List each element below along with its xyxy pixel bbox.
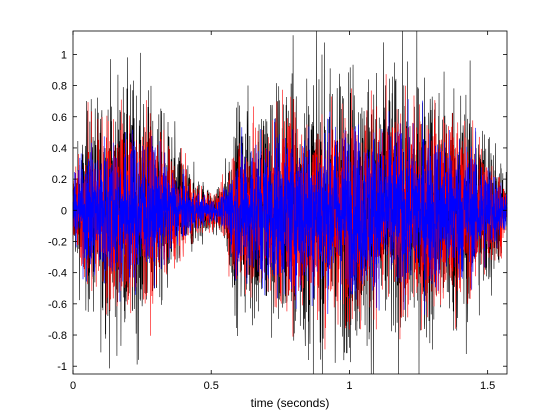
x-tick-label: 1.5	[480, 380, 495, 392]
x-tick-label: 1	[346, 380, 352, 392]
y-tick-label: -1	[57, 361, 67, 373]
y-tick-label: -0.4	[48, 268, 67, 280]
y-tick-label: -0.8	[48, 330, 67, 342]
y-tick-label: -0.2	[48, 236, 67, 248]
series-layer	[72, 30, 508, 375]
x-tick-label: 0.5	[204, 380, 219, 392]
y-tick-label: 0.4	[52, 143, 67, 155]
y-tick-label: 0	[61, 205, 67, 217]
axes-box	[72, 30, 508, 375]
x-axis-label: time (seconds)	[251, 396, 330, 410]
y-tick-label: 1	[61, 49, 67, 61]
ticks: 0 0.5 1 1.5 -1 -0.8 -0.6 -0.4 -0.2 0 0.2 0.4 0.6 0.8 1	[48, 31, 507, 392]
y-tick-label: 0.6	[52, 112, 67, 124]
series-line-3	[72, 99, 508, 315]
axes	[72, 30, 508, 375]
y-tick-label: -0.6	[48, 299, 67, 311]
y-tick-label: 0.8	[52, 81, 67, 93]
x-tick-label: 0	[70, 380, 76, 392]
y-tick-label: 0.2	[52, 174, 67, 186]
